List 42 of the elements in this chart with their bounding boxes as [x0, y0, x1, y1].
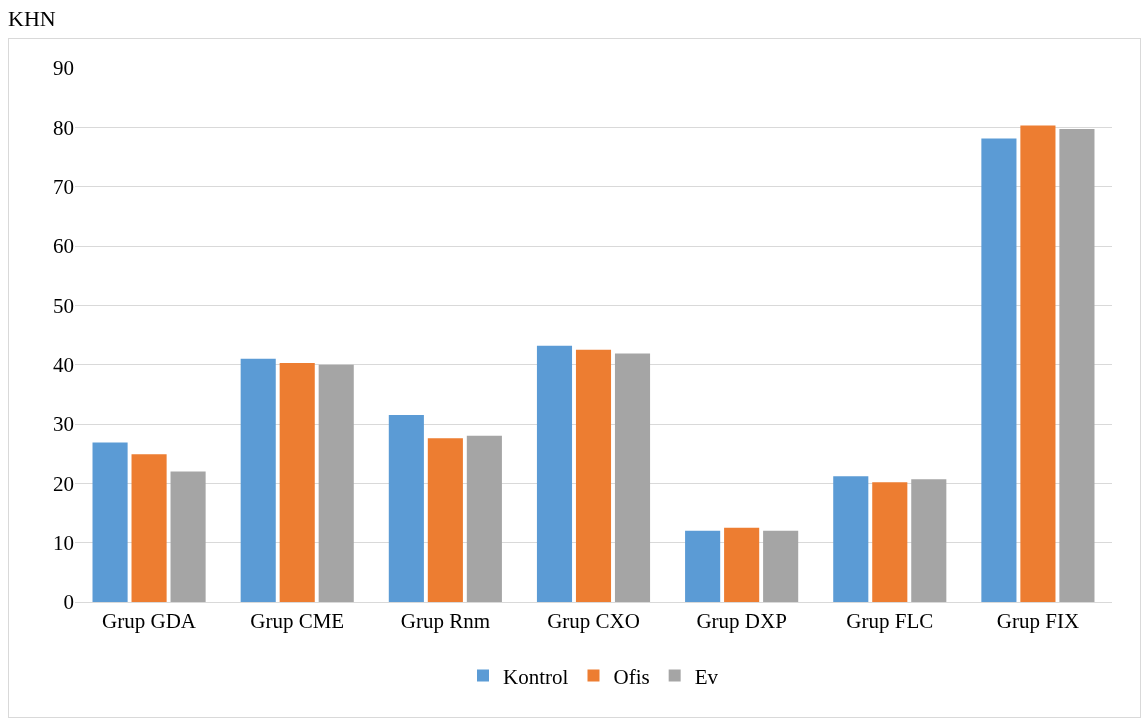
y-tick-label: 40	[53, 353, 74, 378]
bar	[981, 138, 1017, 602]
bar	[279, 362, 315, 602]
y-tick-label: 90	[53, 56, 74, 81]
bar	[1059, 129, 1095, 602]
bar	[466, 435, 502, 602]
y-tick-label: 60	[53, 234, 74, 259]
bar	[1020, 125, 1056, 602]
x-tick-label: Grup DXP	[696, 609, 787, 634]
bar	[427, 438, 463, 602]
bar	[685, 530, 721, 602]
legend-label: Ofis	[613, 664, 650, 689]
bar	[724, 527, 760, 602]
bar	[575, 349, 612, 602]
bar	[763, 530, 799, 602]
bar	[131, 454, 167, 602]
bar	[911, 479, 947, 602]
x-tick-label: Grup CME	[250, 609, 345, 634]
y-tick-label: 10	[53, 531, 74, 556]
legend-label: Kontrol	[503, 664, 569, 689]
x-tick-label: Grup GDA	[102, 609, 197, 634]
y-tick-label: 70	[53, 175, 74, 200]
bar	[92, 442, 128, 602]
y-tick-label: 30	[53, 412, 74, 437]
y-axis-title: KHN	[8, 6, 56, 32]
bar	[536, 345, 573, 602]
bar	[240, 358, 276, 602]
y-tick-label: 20	[53, 471, 74, 496]
x-tick-label: Grup CXO	[547, 609, 640, 634]
bar	[833, 476, 869, 602]
y-tick-label: 50	[53, 293, 74, 318]
bar	[872, 482, 908, 602]
y-tick-label: 0	[63, 590, 74, 615]
bar	[614, 353, 651, 602]
legend-label: Ev	[694, 664, 719, 689]
bar	[170, 471, 206, 602]
x-tick-label: Grup Rnm	[400, 609, 490, 634]
y-tick-label: 80	[53, 115, 74, 140]
bar	[318, 364, 354, 602]
x-tick-label: Grup FLC	[846, 609, 934, 634]
x-tick-label: Grup FIX	[996, 609, 1080, 634]
bar	[388, 415, 424, 602]
